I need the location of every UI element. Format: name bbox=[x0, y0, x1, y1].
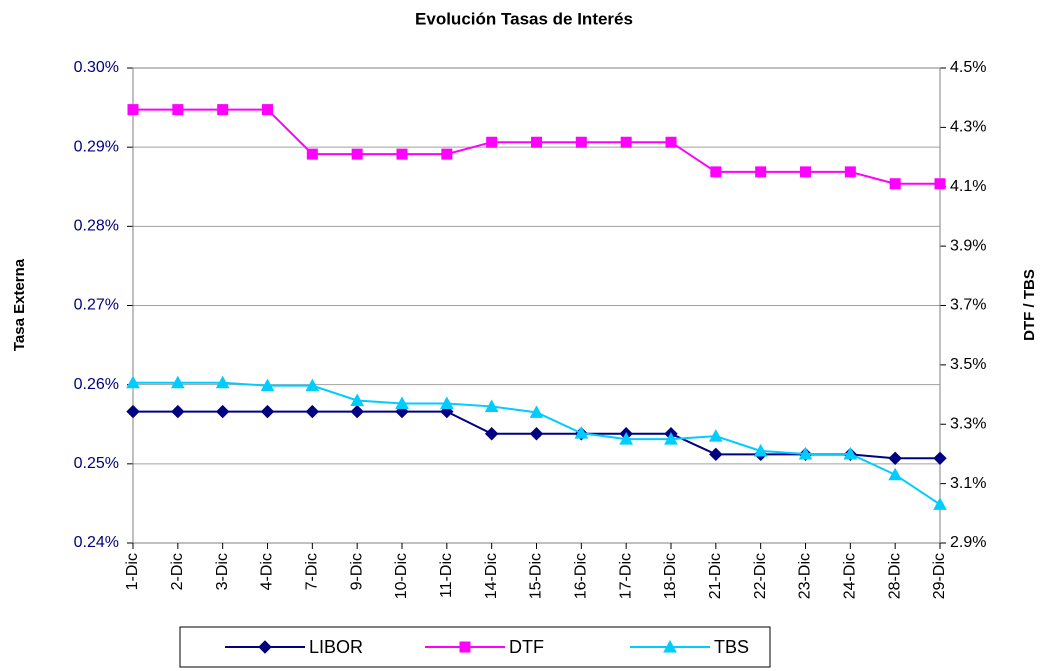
x-tick-label: 1-Dic bbox=[124, 553, 141, 590]
x-tick-label: 16-Dic bbox=[573, 553, 590, 599]
marker bbox=[262, 104, 273, 116]
marker bbox=[171, 404, 185, 419]
x-tick-label: 28-Dic bbox=[886, 553, 903, 599]
y-tick-label: 0.29% bbox=[74, 138, 119, 155]
marker bbox=[619, 432, 634, 445]
x-tick-label: 10-Dic bbox=[393, 553, 410, 599]
x-tick-label: 24-Dic bbox=[842, 553, 859, 599]
y-tick-label: 0.25% bbox=[74, 455, 119, 472]
marker bbox=[395, 396, 409, 409]
y2-tick-label: 3.3% bbox=[950, 415, 986, 432]
marker bbox=[127, 104, 139, 116]
marker bbox=[126, 375, 140, 389]
marker bbox=[933, 451, 947, 465]
marker bbox=[459, 641, 471, 653]
y2-axis-label: DTF / TBS bbox=[1021, 269, 1038, 341]
marker bbox=[126, 404, 140, 419]
marker bbox=[529, 405, 544, 418]
chart-title: Evolución Tasas de Interés bbox=[415, 9, 633, 28]
y-tick-label: 0.26% bbox=[74, 376, 119, 393]
marker bbox=[529, 427, 544, 441]
marker bbox=[351, 148, 363, 160]
marker bbox=[710, 166, 722, 178]
x-tick-label: 17-Dic bbox=[617, 553, 634, 599]
x-tick-label: 2-Dic bbox=[169, 553, 186, 590]
y2-tick-label: 3.5% bbox=[950, 356, 986, 373]
line bbox=[133, 381, 941, 506]
marker bbox=[664, 432, 678, 445]
marker bbox=[665, 136, 677, 148]
marker bbox=[350, 393, 365, 406]
marker bbox=[172, 104, 184, 116]
x-tick-label: 14-Dic bbox=[483, 553, 500, 599]
marker bbox=[755, 166, 767, 178]
marker bbox=[441, 148, 453, 160]
marker bbox=[217, 104, 229, 116]
marker bbox=[753, 443, 768, 457]
y-axis-label: Tasa Externa bbox=[11, 258, 28, 351]
marker bbox=[215, 375, 230, 389]
marker bbox=[484, 399, 499, 412]
marker bbox=[170, 375, 185, 389]
marker bbox=[484, 427, 499, 441]
marker bbox=[888, 467, 903, 481]
marker bbox=[396, 148, 408, 160]
legend-label: TBS bbox=[714, 637, 749, 657]
x-tick-label: 23-Dic bbox=[797, 553, 814, 599]
marker bbox=[575, 136, 587, 148]
x-tick-label: 21-Dic bbox=[707, 553, 724, 599]
marker bbox=[889, 178, 901, 190]
x-tick-label: 29-Dic bbox=[931, 553, 948, 599]
y-tick-label: 0.27% bbox=[74, 297, 119, 314]
y2-tick-label: 2.9% bbox=[950, 534, 986, 551]
marker bbox=[306, 148, 318, 160]
marker bbox=[305, 378, 320, 392]
marker bbox=[531, 136, 542, 148]
y2-tick-label: 4.1% bbox=[950, 178, 986, 195]
marker bbox=[215, 404, 230, 419]
marker bbox=[260, 404, 275, 419]
x-tick-label: 4-Dic bbox=[259, 553, 276, 590]
y2-tick-label: 3.9% bbox=[950, 237, 986, 254]
marker bbox=[844, 166, 856, 178]
marker bbox=[800, 166, 811, 178]
y-tick-label: 0.28% bbox=[74, 218, 119, 235]
x-tick-label: 15-Dic bbox=[528, 553, 545, 599]
y2-tick-label: 3.1% bbox=[950, 475, 986, 492]
y2-tick-label: 4.5% bbox=[950, 59, 986, 76]
marker bbox=[843, 446, 858, 460]
marker bbox=[934, 178, 946, 190]
marker bbox=[888, 451, 902, 465]
x-tick-label: 7-Dic bbox=[304, 553, 321, 590]
marker bbox=[486, 136, 498, 148]
marker bbox=[933, 497, 947, 510]
x-tick-label: 3-Dic bbox=[214, 553, 231, 590]
x-tick-label: 11-Dic bbox=[438, 553, 455, 598]
marker bbox=[798, 446, 813, 460]
marker bbox=[663, 639, 677, 653]
marker bbox=[305, 404, 320, 419]
marker bbox=[709, 447, 723, 462]
marker bbox=[620, 136, 632, 148]
marker bbox=[350, 404, 364, 419]
x-tick-label: 9-Dic bbox=[348, 553, 365, 590]
y2-tick-label: 3.7% bbox=[950, 297, 986, 314]
marker bbox=[260, 378, 275, 392]
marker bbox=[708, 429, 723, 442]
y-tick-label: 0.24% bbox=[74, 534, 119, 551]
legend-label: DTF bbox=[509, 637, 544, 657]
legend-label: LIBOR bbox=[309, 637, 363, 657]
marker bbox=[258, 640, 272, 654]
x-tick-label: 18-Dic bbox=[662, 553, 679, 599]
marker bbox=[574, 426, 589, 439]
marker bbox=[439, 396, 454, 409]
legend-box bbox=[179, 626, 771, 668]
y-tick-label: 0.30% bbox=[74, 59, 119, 76]
x-tick-label: 22-Dic bbox=[752, 553, 769, 599]
y2-tick-label: 4.3% bbox=[950, 119, 986, 136]
